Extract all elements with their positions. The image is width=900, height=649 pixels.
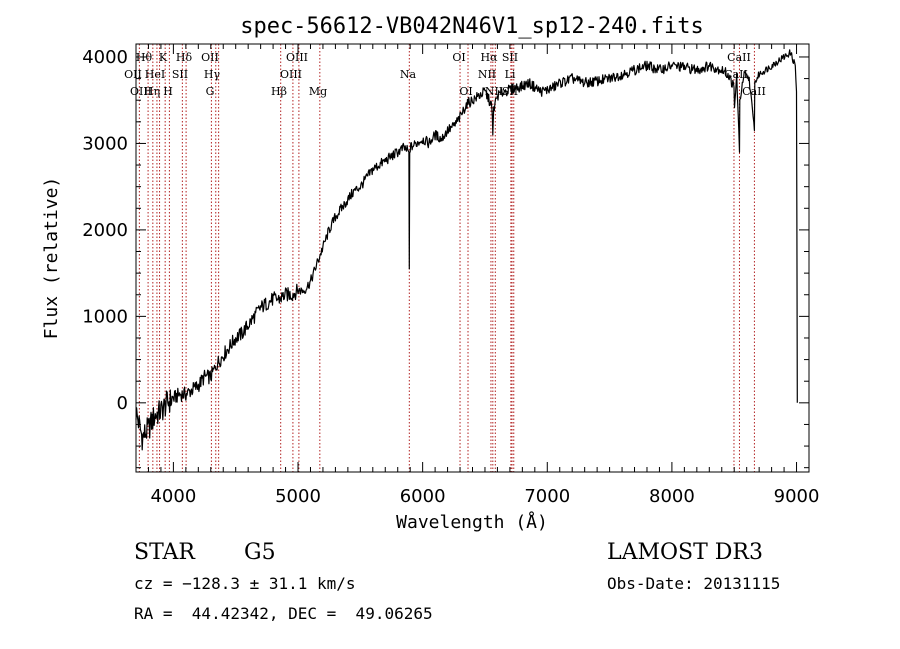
line-marker-label: Hθ xyxy=(136,51,153,64)
line-marker-label: K xyxy=(159,51,168,64)
y-tick-label: 1000 xyxy=(82,306,128,327)
object-subclass: G5 xyxy=(244,540,276,565)
x-tick-label: 5000 xyxy=(275,486,321,507)
line-marker-label: Hδ xyxy=(176,51,193,64)
y-tick-label: 3000 xyxy=(82,133,128,154)
line-marker-label: OI xyxy=(459,85,472,98)
survey-name: LAMOST DR3 xyxy=(607,540,763,565)
line-marker-label: OII xyxy=(201,51,219,64)
x-tick-label: 7000 xyxy=(524,486,570,507)
x-axis: 4000 5000 6000 7000 8000 9000 xyxy=(135,44,820,507)
redshift-velocity: cz = −128.3 ± 31.1 km/s xyxy=(134,574,356,593)
line-marker-label: Hβ xyxy=(271,85,287,98)
x-tick-label: 4000 xyxy=(150,486,196,507)
line-marker-label: CaII xyxy=(724,68,748,81)
line-marker-label: OII xyxy=(124,68,142,81)
coordinates: RA = 44.42342, DEC = 49.06265 xyxy=(134,604,433,623)
line-marker-label: HeI xyxy=(145,68,165,81)
line-marker-label: OIII xyxy=(130,85,152,98)
y-tick-label: 4000 xyxy=(82,47,128,68)
line-marker-label: Hα xyxy=(480,51,498,64)
line-marker-label: OIII xyxy=(286,51,308,64)
line-marker-label: SII xyxy=(172,68,188,81)
spectrum-line xyxy=(135,49,798,451)
chart-title: spec-56612-VB042N46V1_sp12-240.fits xyxy=(240,14,704,39)
line-marker-label: SII xyxy=(502,51,518,64)
y-tick-label: 0 xyxy=(117,393,128,414)
y-axis: 0 1000 2000 3000 4000 xyxy=(82,47,809,469)
x-axis-label: Wavelength (Å) xyxy=(396,511,548,533)
line-marker-label: NII xyxy=(478,68,496,81)
line-marker-label: Li xyxy=(505,68,516,81)
observation-date: Obs-Date: 20131115 xyxy=(607,574,781,593)
line-marker-label: OIII xyxy=(280,68,302,81)
emission-line-markers xyxy=(138,44,755,472)
line-marker-label: OI xyxy=(452,51,465,64)
object-class: STAR xyxy=(134,540,195,565)
line-marker-label: Hγ xyxy=(204,68,221,81)
line-marker-label: CaII xyxy=(727,51,751,64)
line-marker-label: Hη xyxy=(144,85,160,98)
x-tick-label: 6000 xyxy=(400,486,446,507)
line-marker-label: G xyxy=(206,85,215,98)
plot-frame xyxy=(135,43,810,473)
x-tick-label: 9000 xyxy=(774,486,820,507)
line-marker-label: Na xyxy=(400,68,417,81)
line-marker-label: CaII xyxy=(742,85,766,98)
line-marker-label: Mg xyxy=(309,85,327,98)
y-axis-label: Flux (relative) xyxy=(41,177,62,340)
y-tick-label: 2000 xyxy=(82,220,128,241)
line-marker-label: H xyxy=(163,85,173,98)
x-tick-label: 8000 xyxy=(649,486,695,507)
